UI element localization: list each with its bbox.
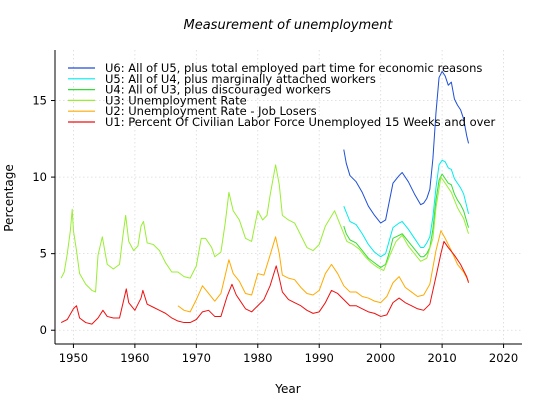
x-tick-label: 2010 (427, 351, 456, 365)
series-line-u6 (343, 70, 470, 224)
x-tick-label: 1980 (243, 351, 272, 365)
y-axis-label: Percentage (2, 164, 16, 232)
legend-label: U6: All of U5, plus total employed part … (105, 61, 482, 75)
legend-label: U4: All of U3, plus discouraged workers (105, 83, 331, 97)
y-tick-label: 15 (32, 94, 47, 108)
legend-label: U2: Unemployment Rate - Job Losers (105, 104, 317, 118)
series-line-u2 (177, 230, 469, 313)
chart-title: Measurement of unemployment (184, 18, 394, 33)
y-tick-label: 0 (40, 323, 47, 337)
series-line-u5 (343, 159, 470, 258)
x-tick-label: 1990 (305, 351, 334, 365)
legend-label: U3: Unemployment Rate (105, 93, 247, 107)
x-tick-label: 2020 (489, 351, 518, 365)
series-line-u4 (343, 173, 470, 268)
legend-label: U1: Percent Of Civilian Labor Force Unem… (105, 115, 495, 129)
y-tick-label: 10 (32, 170, 47, 184)
grid (55, 50, 522, 344)
series-line-u3 (60, 164, 470, 293)
x-tick-label: 1950 (59, 351, 88, 365)
x-tick-label: 1970 (182, 351, 211, 365)
series-line-u1 (60, 240, 470, 325)
x-tick-label: 1960 (120, 351, 149, 365)
axes: 1950 1960 1970 1980 1990 2000 2010 2020 0 5 10 15 (32, 50, 522, 365)
series-lines (60, 70, 470, 325)
x-axis-label: Year (274, 382, 300, 396)
legend: U6: All of U5, plus total employed part … (68, 61, 495, 129)
x-tick-label: 2000 (366, 351, 395, 365)
y-tick-label: 5 (40, 247, 47, 261)
legend-label: U5: All of U4, plus marginally attached … (105, 72, 376, 86)
